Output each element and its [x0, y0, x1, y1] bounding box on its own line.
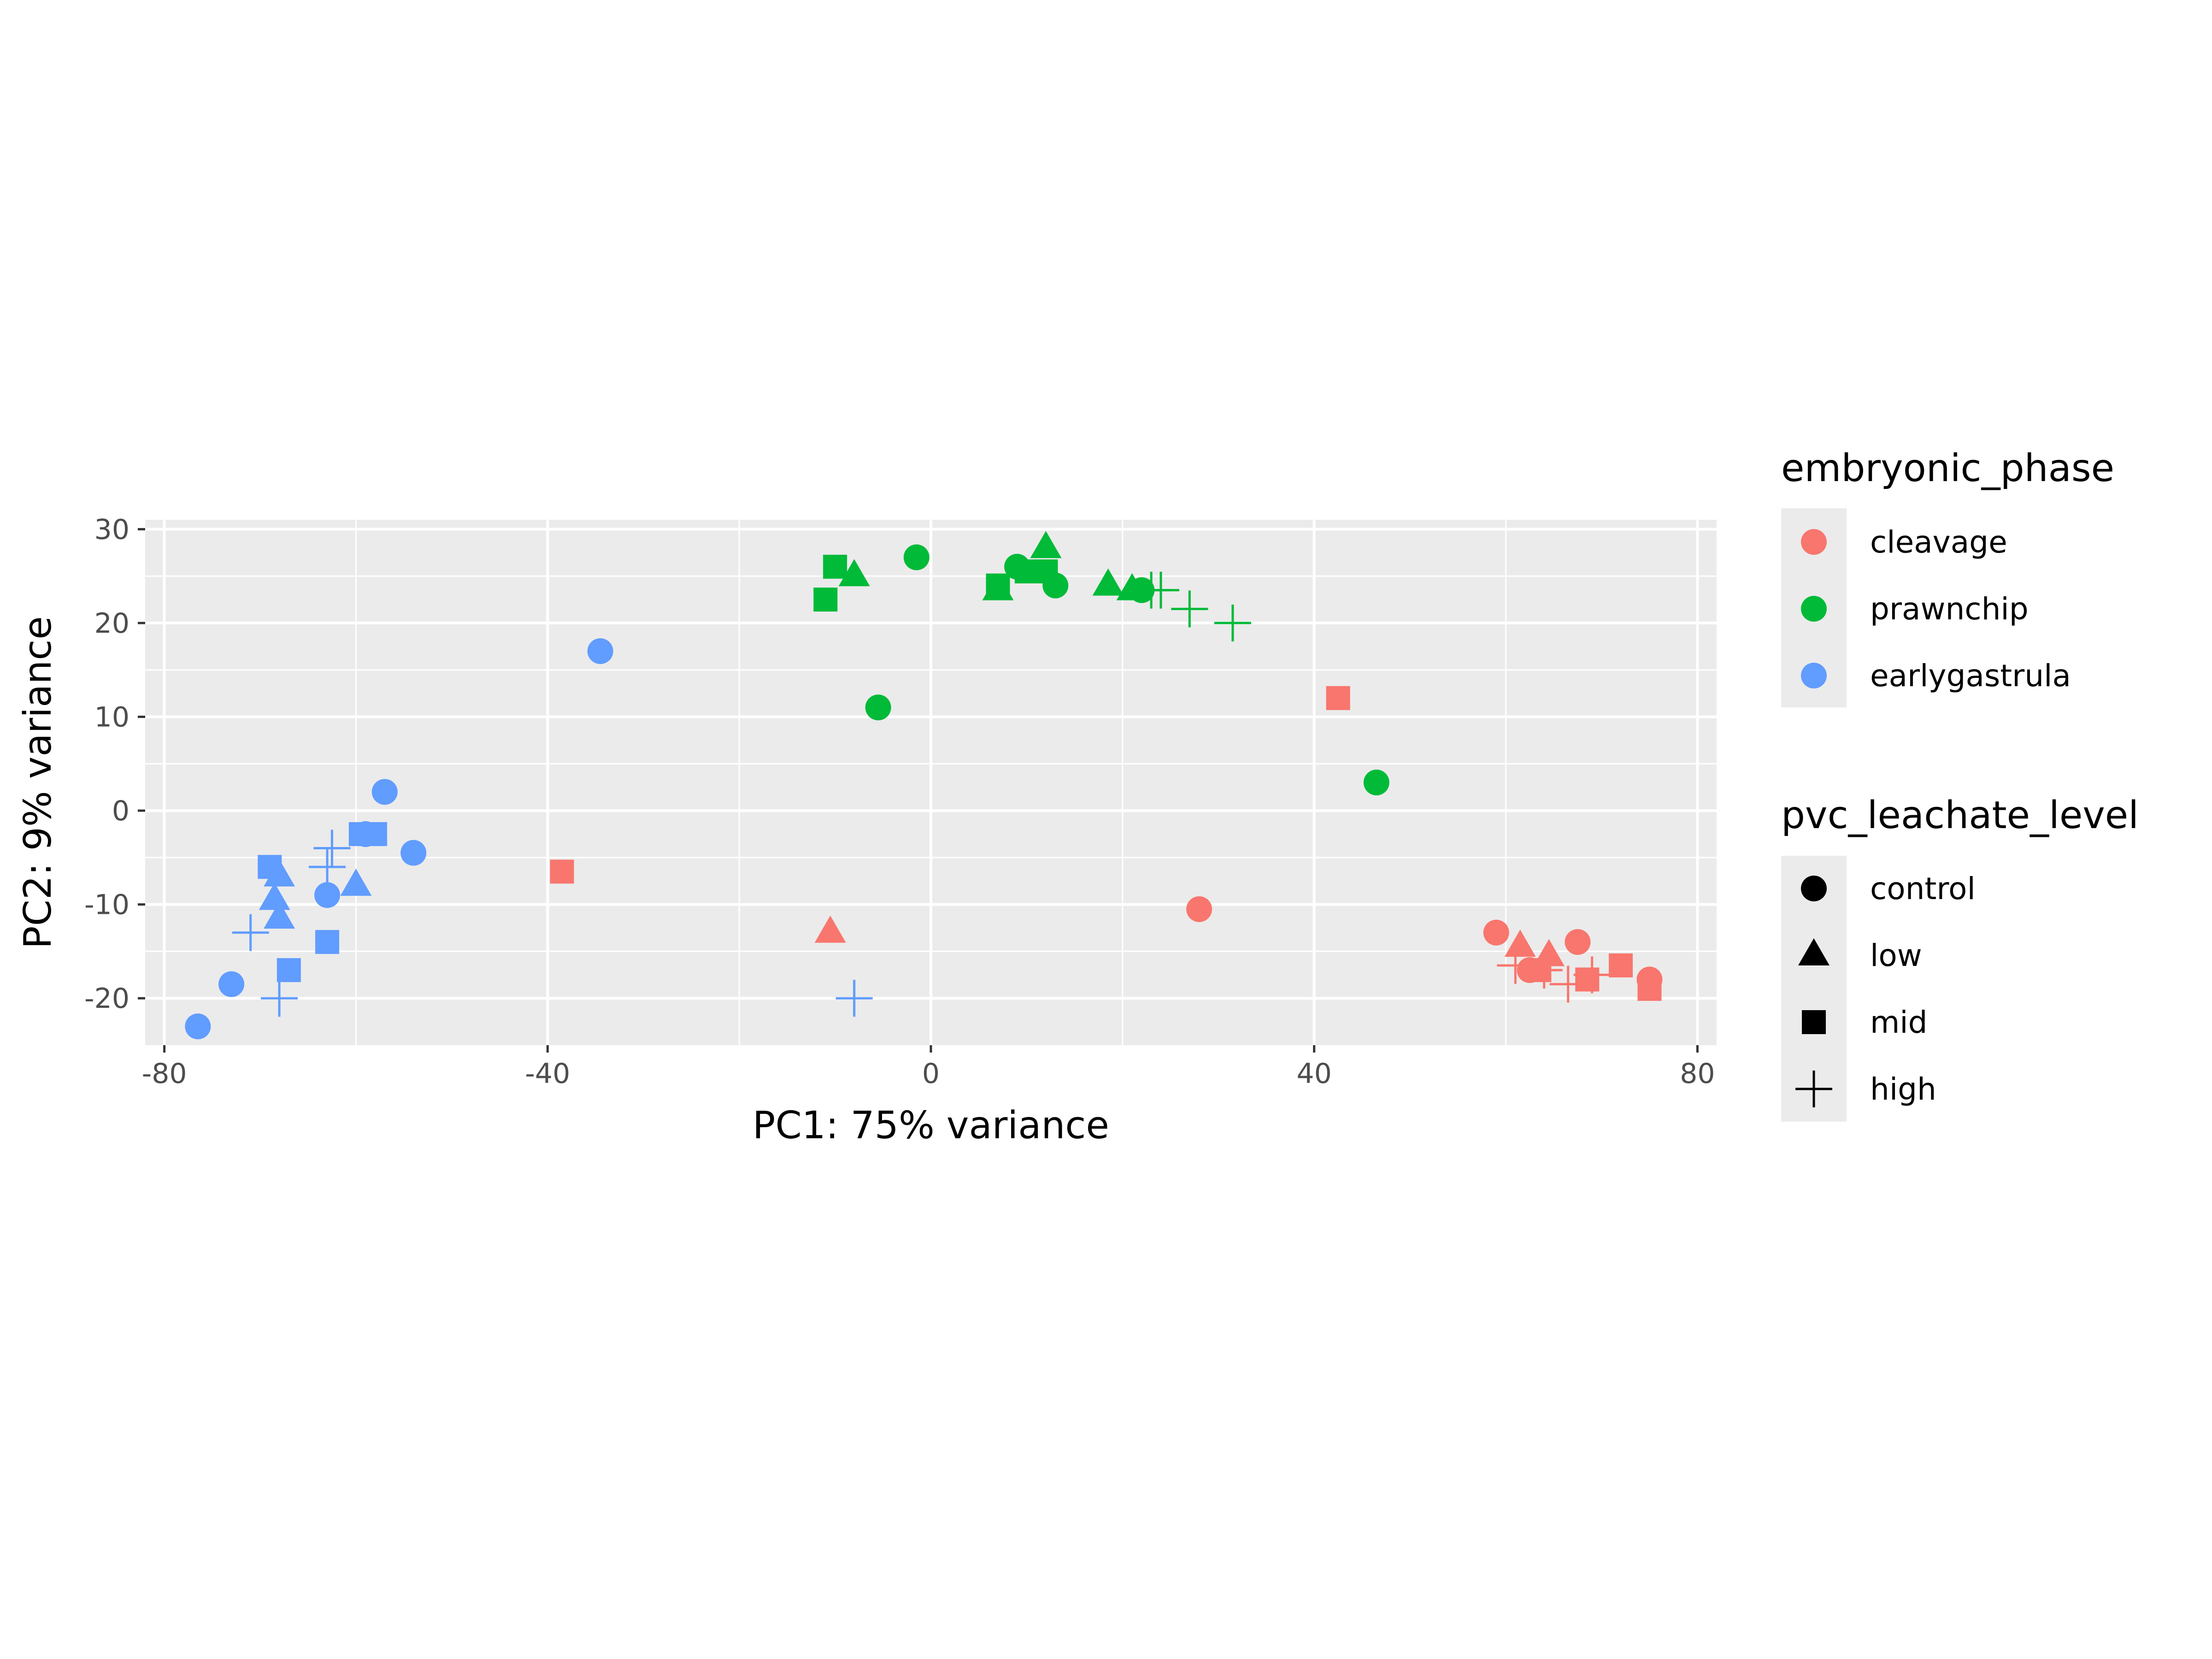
- data-point-prawnchip-triangle: [1092, 568, 1124, 596]
- data-point-prawnchip-circle: [865, 694, 891, 721]
- axes: -80 -40 0 40 80 -20 -10 0 10 20 30: [84, 513, 1715, 1090]
- data-point-earlygastrula-square: [276, 958, 301, 982]
- data-point-earlygastrula-plus: [835, 980, 873, 1017]
- data-points: [185, 531, 1663, 1040]
- data-point-prawnchip-plus: [1214, 604, 1251, 641]
- data-point-prawnchip-square: [813, 588, 838, 612]
- data-point-prawnchip-triangle: [1116, 573, 1148, 600]
- data-point-prawnchip-triangle: [1030, 531, 1062, 559]
- x-axis-title: PC1: 75% variance: [753, 1104, 1109, 1147]
- data-point-cleavage-plus: [1525, 952, 1563, 989]
- data-point-earlygastrula-triangle: [340, 868, 372, 896]
- data-point-cleavage-square: [1609, 953, 1633, 977]
- data-point-prawnchip-plus: [1142, 571, 1180, 609]
- data-point-prawnchip-square: [986, 573, 1010, 598]
- data-point-cleavage-plus: [1549, 965, 1587, 1003]
- x-tick-label: -40: [525, 1058, 570, 1090]
- data-point-prawnchip-plus: [1171, 590, 1208, 628]
- data-point-cleavage-triangle: [814, 915, 846, 943]
- data-point-prawnchip-triangle: [838, 559, 870, 587]
- data-point-earlygastrula-plus: [261, 980, 298, 1017]
- legend-key-cleavage: [1801, 529, 1827, 555]
- x-tick-label: -80: [142, 1058, 187, 1090]
- legend-key-control: [1801, 876, 1827, 901]
- legend-key-prawnchip: [1801, 596, 1827, 622]
- data-point-cleavage-square: [1637, 977, 1662, 1001]
- legend-label-mid: mid: [1870, 1005, 1928, 1040]
- legends: embryonic_phase cleavage prawnchip earlygas…: [1781, 447, 2139, 1122]
- data-point-cleavage-plus: [1573, 956, 1611, 994]
- data-point-earlygastrula-circle: [371, 779, 398, 805]
- data-point-earlygastrula-square: [363, 822, 388, 846]
- legend-key-high: [1795, 1071, 1832, 1107]
- data-point-earlygastrula-plus: [313, 830, 351, 867]
- data-point-prawnchip-square: [1034, 559, 1058, 583]
- x-tick-label: 40: [1297, 1058, 1332, 1090]
- data-point-cleavage-square: [550, 859, 574, 884]
- data-point-earlygastrula-square: [258, 855, 282, 879]
- y-tick-label: -10: [84, 889, 129, 921]
- data-point-earlygastrula-circle: [218, 971, 245, 997]
- x-tick-label: 80: [1680, 1058, 1715, 1090]
- data-point-cleavage-triangle: [1504, 930, 1536, 957]
- legend-label-cleavage: cleavage: [1870, 524, 2007, 560]
- grid-major: [145, 520, 1717, 1045]
- data-point-earlygastrula-square: [315, 930, 340, 954]
- y-axis-title: PC2: 9% variance: [16, 616, 60, 949]
- data-point-earlygastrula-triangle: [264, 901, 295, 929]
- data-point-prawnchip-circle: [1363, 770, 1389, 795]
- data-point-cleavage-plus: [1497, 947, 1534, 984]
- data-point-cleavage-circle: [1186, 896, 1212, 922]
- y-tick-label: -20: [84, 982, 129, 1015]
- data-point-cleavage-square: [1575, 967, 1600, 992]
- data-point-prawnchip-circle: [903, 544, 930, 571]
- data-point-earlygastrula-circle: [185, 1013, 211, 1040]
- data-point-earlygastrula-circle: [587, 638, 613, 664]
- y-tick-label: 0: [112, 795, 129, 827]
- data-point-earlygastrula-triangle: [259, 882, 290, 910]
- legend-key-earlygastrula: [1801, 663, 1827, 688]
- legend-title-pvc-leachate-level: pvc_leachate_level: [1781, 794, 2139, 837]
- y-tick-label: 20: [94, 607, 129, 640]
- data-point-cleavage-square: [1326, 686, 1350, 710]
- data-point-prawnchip-square: [823, 554, 847, 579]
- data-point-earlygastrula-plus: [309, 848, 346, 886]
- y-tick-label: 30: [94, 513, 129, 546]
- data-point-earlygastrula-circle: [400, 840, 427, 866]
- data-point-cleavage-circle: [1565, 929, 1591, 955]
- legend-title-embryonic-phase: embryonic_phase: [1781, 447, 2114, 490]
- legend-label-high: high: [1870, 1071, 1936, 1107]
- legend-key-mid: [1802, 1010, 1826, 1034]
- x-tick-label: 0: [922, 1058, 940, 1090]
- legend-key-low: [1798, 938, 1830, 965]
- y-tick-label: 10: [94, 701, 129, 734]
- data-point-cleavage-circle: [1483, 919, 1509, 946]
- legend-label-control: control: [1870, 871, 1976, 906]
- legend-label-low: low: [1870, 938, 1922, 973]
- data-point-earlygastrula-plus: [232, 914, 269, 951]
- legend-label-prawnchip: prawnchip: [1870, 591, 2029, 627]
- legend-label-earlygastrula: earlygastrula: [1870, 658, 2071, 694]
- data-point-earlygastrula-circle: [314, 882, 341, 908]
